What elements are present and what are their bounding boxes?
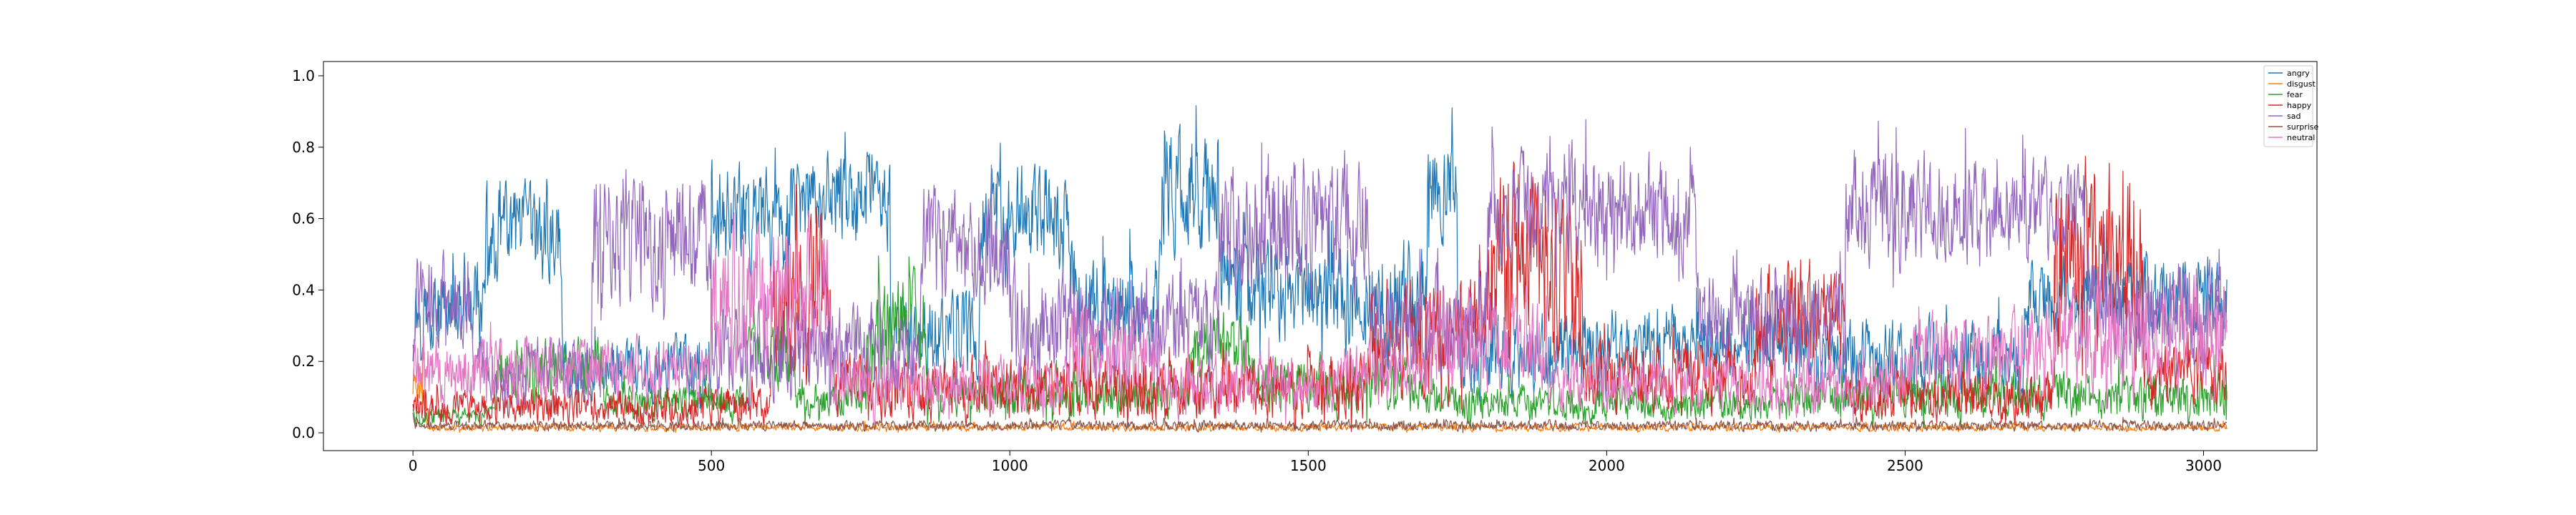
x-tick-label: 1500 [1290, 457, 1327, 474]
legend-label-neutral: neutral [2287, 133, 2315, 142]
series-line-sad [412, 119, 2228, 414]
series-layer [412, 105, 2228, 433]
legend-label-disgust: disgust [2287, 79, 2316, 89]
y-tick-label: 0.0 [292, 424, 315, 441]
series-line-neutral [412, 210, 2228, 425]
plot-frame [323, 61, 2318, 451]
y-tick-label: 0.6 [292, 210, 315, 227]
legend-label-happy: happy [2287, 101, 2312, 110]
y-tick-label: 0.4 [292, 281, 315, 298]
y-tick-label: 0.2 [292, 353, 315, 370]
x-tick-label: 3000 [2185, 457, 2222, 474]
x-axis: 0 500 1000 1500 2000 2500 3000 [409, 451, 2222, 474]
series-line-surprise [412, 412, 2228, 433]
x-tick-label: 500 [698, 457, 725, 474]
legend-label-sad: sad [2287, 112, 2301, 121]
legend-label-angry: angry [2287, 69, 2310, 78]
x-tick-label: 2500 [1887, 457, 1923, 474]
y-tick-label: 0.8 [292, 139, 315, 156]
legend-label-fear: fear [2287, 90, 2303, 99]
series-line-fear [412, 255, 2228, 429]
x-tick-label: 0 [409, 457, 418, 474]
legend-label-surprise: surprise [2287, 122, 2319, 132]
x-tick-label: 2000 [1589, 457, 1625, 474]
x-tick-label: 1000 [992, 457, 1028, 474]
y-axis: 0.0 0.2 0.4 0.6 0.8 1.0 [292, 67, 323, 441]
series-line-disgust [412, 343, 2228, 433]
y-tick-label: 1.0 [292, 67, 315, 84]
